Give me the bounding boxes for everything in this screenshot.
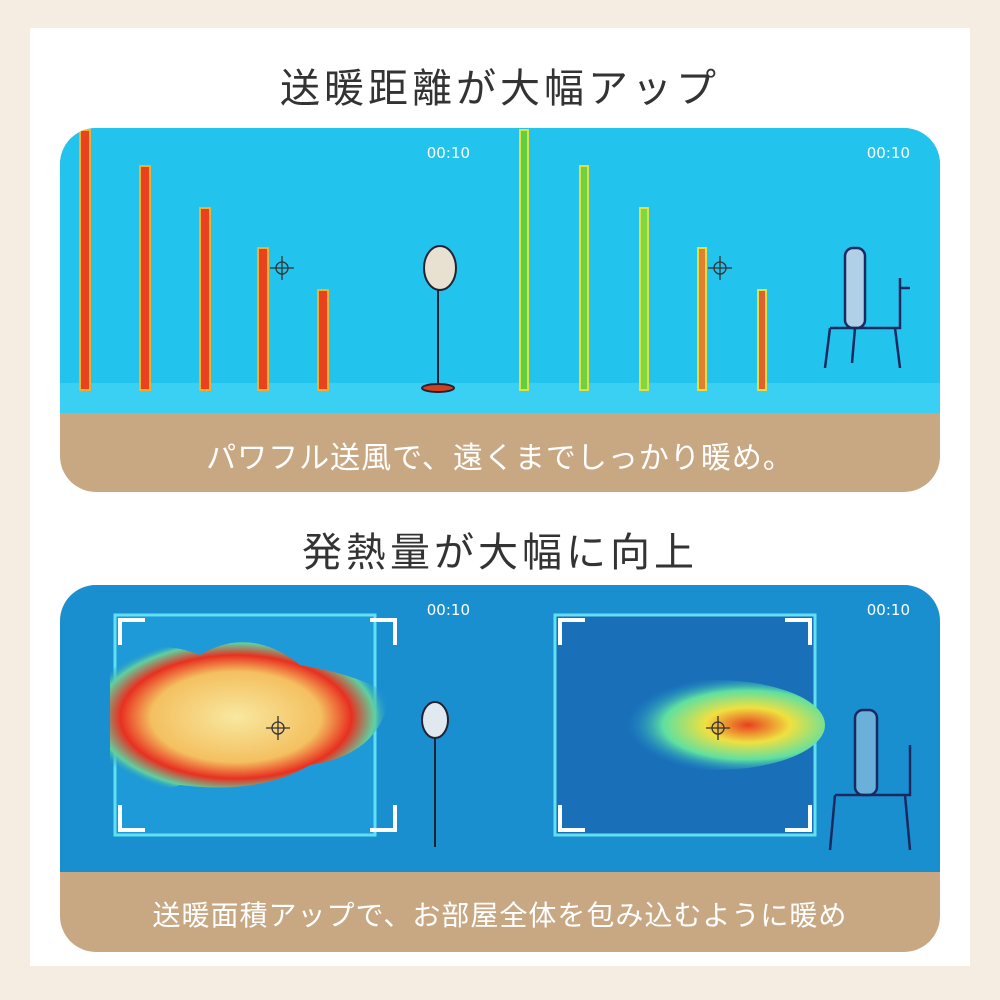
- timestamp: 00:10: [866, 601, 910, 619]
- heat-area: [110, 642, 390, 792]
- heat-pole: [257, 247, 269, 391]
- crosshair-icon: [708, 256, 732, 280]
- heat-pole: [757, 289, 767, 391]
- fan-heater: [421, 245, 457, 393]
- fan-heater: [421, 701, 449, 847]
- distance-comparison-card: 00:10 00:10 パワフル送風で、: [60, 128, 940, 492]
- timestamp: 00:10: [866, 144, 910, 162]
- heat-pole: [317, 289, 329, 391]
- crosshair-icon: [266, 716, 290, 740]
- thermal-image-new-model: 00:10: [60, 128, 500, 413]
- section2-caption: 送暖面積アップで、お部屋全体を包み込むように暖め: [152, 899, 848, 932]
- thermal-image-old-model: 00:10: [500, 128, 940, 413]
- heat-area-comparison-card: 00:10: [60, 585, 940, 952]
- heat-pole: [79, 129, 91, 391]
- section2-title: 発熱量が大幅に向上: [302, 530, 698, 576]
- frame-corners: [558, 618, 812, 832]
- heat-pole: [697, 247, 707, 391]
- thermal-image-new-model: 00:10: [60, 585, 500, 872]
- section1-caption: パワフル送風で、遠くまでしっかり暖め。: [206, 441, 794, 476]
- tower-heater-on-chair: [823, 246, 910, 369]
- heat-area: [605, 680, 825, 770]
- frame-corners: [118, 618, 397, 832]
- heat-pole: [199, 207, 211, 391]
- heat-pole: [639, 207, 649, 391]
- heat-pole: [519, 129, 529, 391]
- heat-pole: [139, 165, 151, 391]
- tower-heater-on-chair: [828, 708, 912, 851]
- crosshair-icon: [706, 716, 730, 740]
- timestamp: 00:10: [426, 601, 470, 619]
- section1-title: 送暖距離が大幅アップ: [280, 66, 720, 112]
- heat-pole: [579, 165, 589, 391]
- crosshair-icon: [270, 256, 294, 280]
- timestamp: 00:10: [426, 144, 470, 162]
- thermal-image-old-model: 00:10: [500, 585, 940, 872]
